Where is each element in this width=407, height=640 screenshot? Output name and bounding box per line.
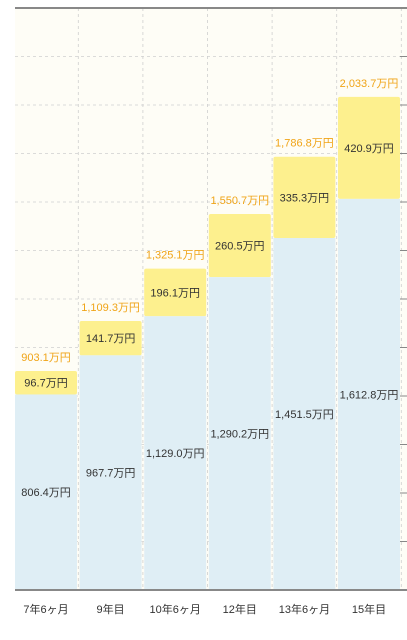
total-label: 903.1万円 — [21, 352, 71, 364]
data-label-base: 967.7万円 — [86, 468, 136, 480]
bar-segment-base — [273, 238, 336, 591]
bar-segment-top — [79, 320, 142, 356]
data-label-base: 806.4万円 — [21, 487, 71, 499]
total-label: 1,325.1万円 — [146, 250, 205, 262]
x-tick-label: 7年6ヶ月 — [23, 602, 68, 616]
bar-segment-top — [208, 213, 271, 278]
data-label-base: 1,612.8万円 — [340, 389, 399, 401]
data-label-top: 260.5万円 — [215, 241, 265, 253]
data-label-top: 96.7万円 — [24, 378, 67, 390]
x-tick-label: 15年目 — [352, 602, 386, 616]
bar-segment-base — [79, 355, 142, 590]
total-label: 1,109.3万円 — [81, 302, 140, 314]
data-label-base: 1,290.2万円 — [210, 429, 269, 441]
x-tick-label: 12年目 — [223, 602, 257, 616]
bar-segment-base — [15, 394, 77, 590]
x-tick-label: 13年6ヶ月 — [279, 602, 330, 616]
bar-segment-base — [144, 316, 207, 590]
data-label-top: 196.1万円 — [150, 287, 200, 299]
data-label-top: 141.7万円 — [86, 333, 136, 345]
bar-segment-base — [338, 198, 400, 590]
bar-segment-top — [273, 156, 336, 239]
data-label-base: 1,451.5万円 — [275, 409, 334, 421]
bar-segment-top — [338, 96, 400, 199]
x-tick-label: 9年目 — [97, 602, 125, 616]
bar-segment-top — [144, 268, 207, 317]
total-label: 1,550.7万円 — [210, 195, 269, 207]
bar-segment-top — [15, 370, 77, 395]
total-label: 1,786.8万円 — [275, 138, 334, 150]
x-tick-label: 10年6ヶ月 — [150, 602, 201, 616]
data-label-top: 420.9万円 — [344, 143, 394, 155]
bar-segment-base — [208, 277, 271, 590]
data-label-base: 1,129.0万円 — [146, 448, 205, 460]
total-label: 2,033.7万円 — [340, 78, 399, 90]
data-label-top: 335.3万円 — [280, 192, 330, 204]
